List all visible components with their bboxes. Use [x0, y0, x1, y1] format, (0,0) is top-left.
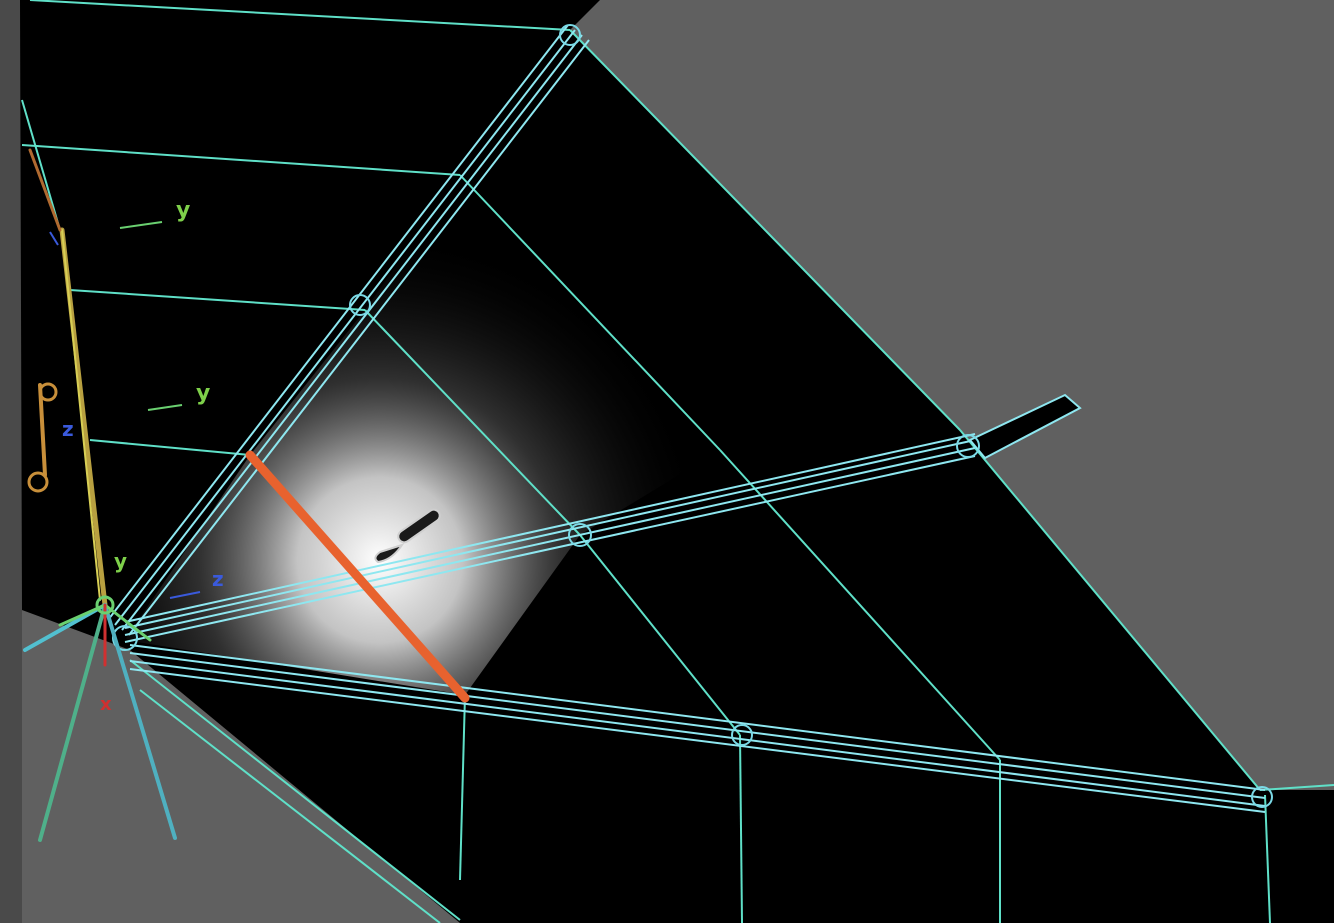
viewport-left-border [0, 0, 22, 923]
face-glow [125, 175, 720, 695]
selected-edge[interactable] [245, 450, 470, 703]
edge-loop-middle [124, 433, 976, 643]
brush-cursor-icon [374, 508, 441, 564]
skeleton-rig [23, 148, 177, 842]
edge-extrusion [968, 393, 1082, 460]
axis-label-x: x [100, 694, 112, 715]
axis-label-y: y [114, 549, 127, 573]
vertex-markers [112, 24, 1273, 808]
axis-label-z: z [62, 417, 74, 441]
axis-label-z: z [212, 567, 224, 591]
axis-gizmo-lines [49, 221, 201, 599]
axis-label-y: y [196, 381, 210, 406]
wireframe-edges [21, 0, 1334, 923]
edge-loop-lower [129, 644, 1266, 813]
axis-label-y: y [176, 198, 190, 223]
edge-loop-upper [107, 24, 590, 636]
